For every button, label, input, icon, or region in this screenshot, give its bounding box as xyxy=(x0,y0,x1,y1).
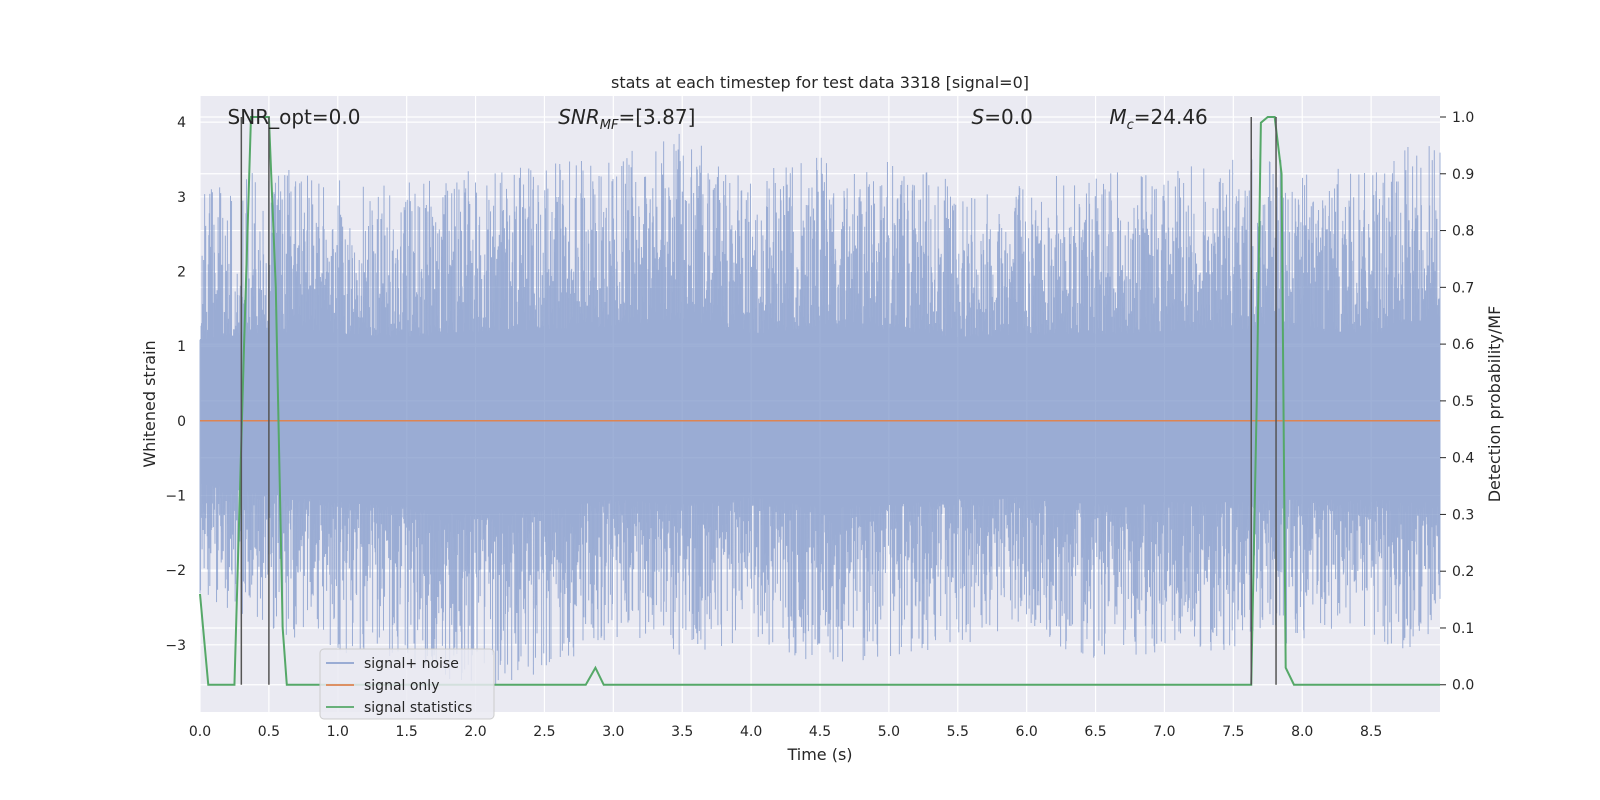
x-tick-label: 2.0 xyxy=(464,724,486,740)
annotations: SNR_opt=0.0 SNRMF=[3.87] S=0.0 Mc=24.46 xyxy=(228,105,1208,133)
annotation: SNR_opt=0.0 xyxy=(228,105,361,129)
annotation: Mc=24.46 xyxy=(1109,105,1207,133)
x-tick-label: 4.0 xyxy=(740,724,762,740)
line-series xyxy=(199,116,1440,686)
x-tick-label: 6.5 xyxy=(1084,724,1106,740)
legend: signal+ noise signal only signal statistic… xyxy=(319,648,495,720)
y-left-tick-label: −3 xyxy=(165,638,186,654)
y-right-tick-label: 0.5 xyxy=(1452,394,1474,410)
y-left-tick-label: 3 xyxy=(177,190,186,206)
x-tick-label: 8.0 xyxy=(1291,724,1313,740)
x-tick-label: 7.5 xyxy=(1222,724,1244,740)
y-right-tick-label: 0.1 xyxy=(1452,621,1474,637)
chart-title: stats at each timestep for test data 331… xyxy=(611,73,1029,92)
y-left-tick-label: −2 xyxy=(165,563,186,579)
y-axis-label-left: Whitened strain xyxy=(140,340,159,467)
signal-noise-series xyxy=(199,133,1441,685)
legend-entry: signal only xyxy=(364,678,439,694)
x-tick-label: 3.0 xyxy=(602,724,624,740)
x-tick-label: 7.0 xyxy=(1153,724,1175,740)
y-right-tick-label: 1.0 xyxy=(1452,110,1474,126)
y-right-tick-label: 0.3 xyxy=(1452,507,1474,523)
x-tick-label: 0.5 xyxy=(258,724,280,740)
y-right-tick-label: 0.8 xyxy=(1452,224,1474,240)
annotation: SNRMF=[3.87] xyxy=(558,105,695,133)
y-left-tick-label: 0 xyxy=(177,414,186,430)
y-left-tick-label: 1 xyxy=(177,339,186,355)
x-tick-label: 5.0 xyxy=(878,724,900,740)
x-tick-label: 6.0 xyxy=(1016,724,1038,740)
noise-series xyxy=(199,133,1441,685)
annotation: S=0.0 xyxy=(972,105,1033,129)
legend-entry: signal+ noise xyxy=(364,656,459,672)
legend-box xyxy=(319,648,495,720)
x-tick-label: 8.5 xyxy=(1360,724,1382,740)
y-right-tick-label: 0.0 xyxy=(1452,678,1474,694)
signal-statistics-series xyxy=(199,116,1440,686)
y-right-tick-label: 0.9 xyxy=(1452,167,1474,183)
y-right-tick-label: 0.6 xyxy=(1452,337,1474,353)
x-tick-label: 1.5 xyxy=(396,724,418,740)
y-axis-label-right: Detection probability/MF xyxy=(1485,306,1504,503)
x-tick-label: 4.5 xyxy=(809,724,831,740)
x-tick-label: 2.5 xyxy=(533,724,555,740)
x-axis-label: Time (s) xyxy=(786,745,852,764)
y-left-tick-label: 4 xyxy=(177,115,186,131)
y-left-tick-label: −1 xyxy=(165,488,186,504)
x-tick-label: 1.0 xyxy=(327,724,349,740)
x-tick-label: 3.5 xyxy=(671,724,693,740)
y-left-tick-label: 2 xyxy=(177,264,186,280)
legend-entry: signal statistics xyxy=(364,700,472,716)
x-tick-label: 0.0 xyxy=(189,724,211,740)
tick-labels: 0.0 0.5 1.0 1.5 2.0 2.5 3.0 3.5 4.0 4.5 5.0 5.5 6.0 6… xyxy=(165,110,1474,740)
y-right-tick-label: 0.2 xyxy=(1452,564,1474,580)
x-tick-label: 5.5 xyxy=(947,724,969,740)
vertical-markers xyxy=(240,117,1277,685)
y-right-tick-label: 0.4 xyxy=(1452,451,1474,467)
y-right-tick-label: 0.7 xyxy=(1452,280,1474,296)
